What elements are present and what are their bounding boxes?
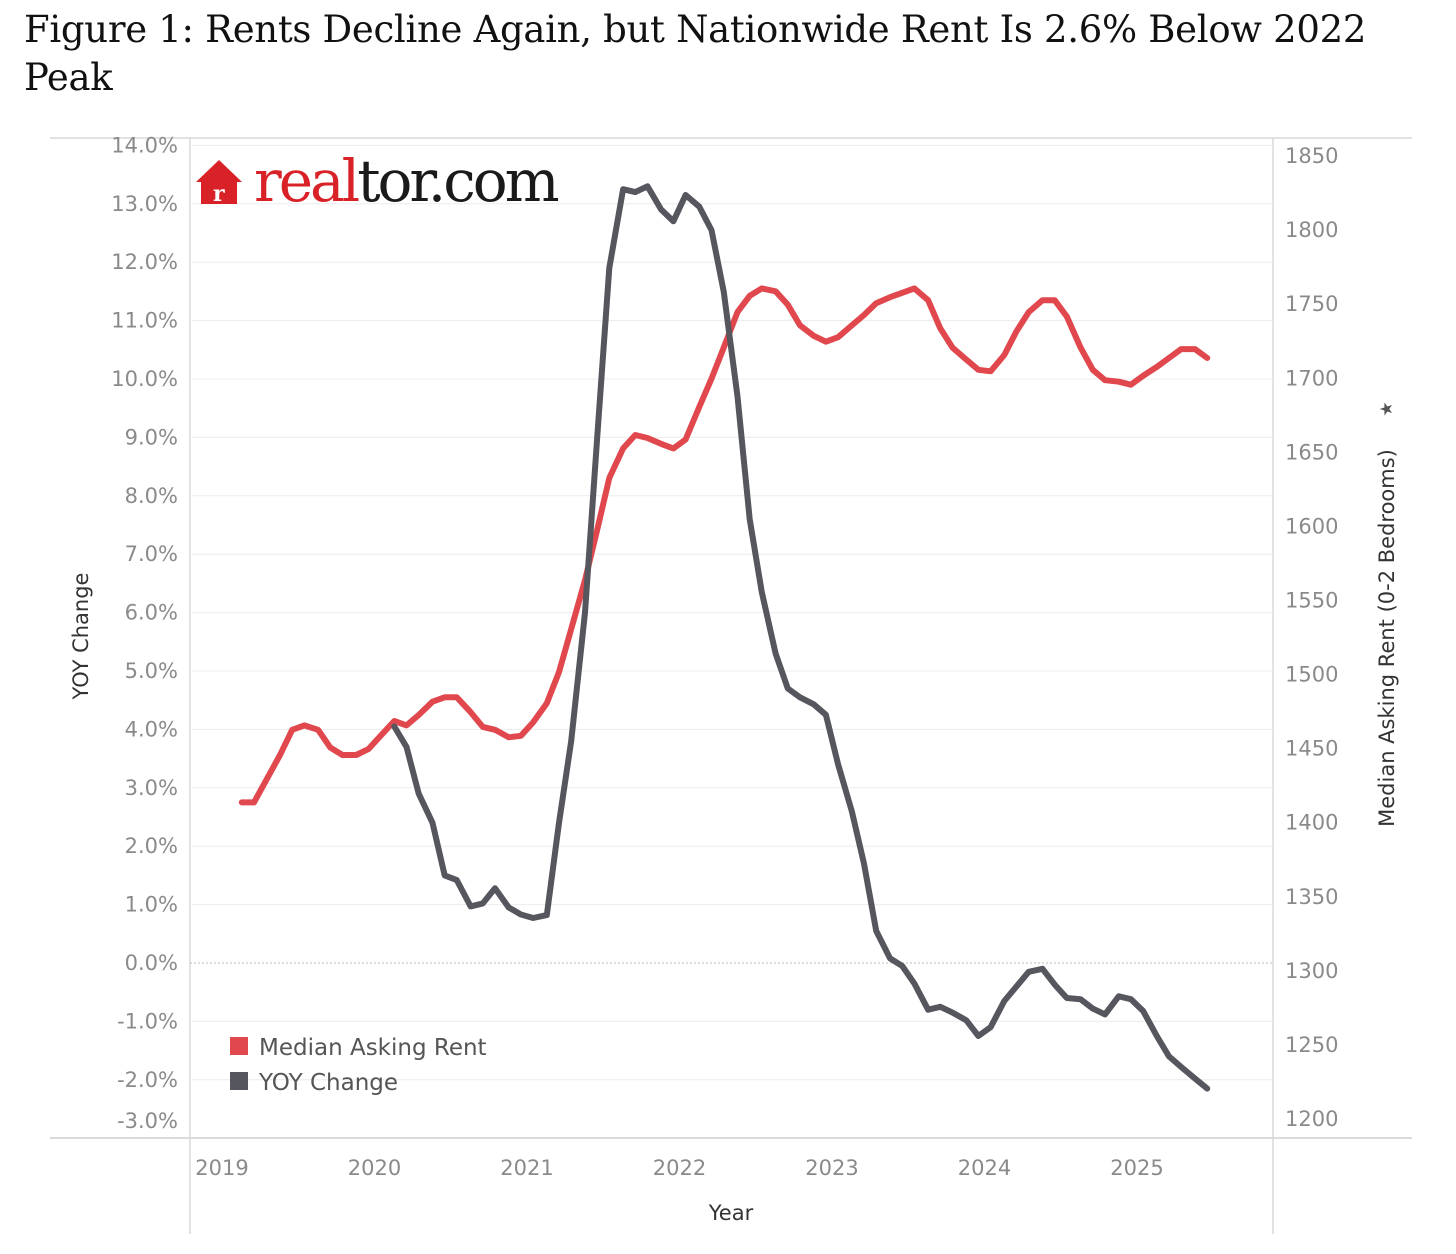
house-icon: r [196,160,242,207]
left-tick-label: 2.0% [125,834,178,858]
right-tick-label: 1450 [1285,737,1338,761]
left-tick-label: 4.0% [125,717,178,741]
left-tick-label: 11.0% [111,309,178,333]
realtor-logo: r realtor.com [196,147,562,215]
left-axis-title: YOY Change [69,573,93,701]
right-tick-label: 1400 [1285,811,1338,835]
left-tick-label: 1.0% [125,893,178,917]
logo-text-red: real [254,147,359,215]
left-axis-ticks: 14.0% 13.0% 12.0% 11.0% 10.0% 9.0% 8.0% 7.0% 6.0… [111,133,178,1133]
legend: Median Asking Rent YOY Change [230,1035,487,1096]
x-tick-label: 2022 [653,1156,706,1180]
right-axis-title: Median Asking Rent (0-2 Bedrooms) [1375,449,1399,827]
x-axis-ticks: 2019 2020 2021 2022 2023 2024 2025 [195,1156,1163,1180]
left-tick-label: -1.0% [117,1009,178,1033]
left-tick-label: 9.0% [125,425,178,449]
left-tick-label: 5.0% [125,659,178,683]
right-tick-label: 1250 [1285,1033,1338,1057]
x-tick-label: 2025 [1110,1156,1163,1180]
gridlines [190,144,1273,1081]
left-tick-label: -3.0% [117,1109,178,1133]
x-tick-label: 2019 [195,1156,248,1180]
series-line-median-asking-rent [238,285,1211,806]
left-tick-label: 6.0% [125,601,178,625]
right-tick-label: 1850 [1285,144,1338,168]
left-tick-label: 3.0% [125,776,178,800]
right-tick-label: 1300 [1285,959,1338,983]
left-tick-label: 10.0% [111,367,178,391]
x-tick-label: 2024 [958,1156,1011,1180]
legend-swatch-yoy-change [230,1072,248,1090]
right-tick-label: 1350 [1285,885,1338,909]
x-tick-label: 2020 [348,1156,401,1180]
left-tick-label: 0.0% [125,951,178,975]
right-tick-label: 1750 [1285,292,1338,316]
logo-text-dark: tor.com [357,147,558,215]
right-tick-label: 1600 [1285,514,1338,538]
right-axis-marker-icon[interactable]: ★ [1377,401,1397,416]
left-tick-label: 7.0% [125,542,178,566]
right-tick-label: 1700 [1285,366,1338,390]
chart-frame [50,137,1412,1234]
x-tick-label: 2021 [500,1156,553,1180]
left-tick-label: 12.0% [111,250,178,274]
left-tick-label: 13.0% [111,192,178,216]
right-axis-ticks: 1850 1800 1750 1700 1650 1600 1550 1500 1450 1400… [1285,144,1338,1131]
right-tick-label: 1500 [1285,663,1338,687]
left-tick-label: -2.0% [117,1068,178,1092]
right-tick-label: 1200 [1285,1107,1338,1131]
right-tick-label: 1550 [1285,588,1338,612]
series-lines [238,183,1211,1092]
right-tick-label: 1650 [1285,440,1338,464]
series-line-yoy-change [391,183,1211,1092]
left-tick-label: 14.0% [111,133,178,157]
x-tick-label: 2023 [805,1156,858,1180]
legend-label-yoy-change: YOY Change [258,1070,398,1096]
logo-text: realtor.com [254,147,559,215]
left-tick-label: 8.0% [125,484,178,508]
legend-label-median-asking-rent: Median Asking Rent [259,1035,487,1061]
svg-text:r: r [213,181,225,207]
right-tick-label: 1800 [1285,218,1338,242]
x-axis-title: Year [708,1201,754,1225]
legend-swatch-median-asking-rent [230,1037,248,1055]
figure-title: Figure 1: Rents Decline Again, but Natio… [24,8,1367,99]
